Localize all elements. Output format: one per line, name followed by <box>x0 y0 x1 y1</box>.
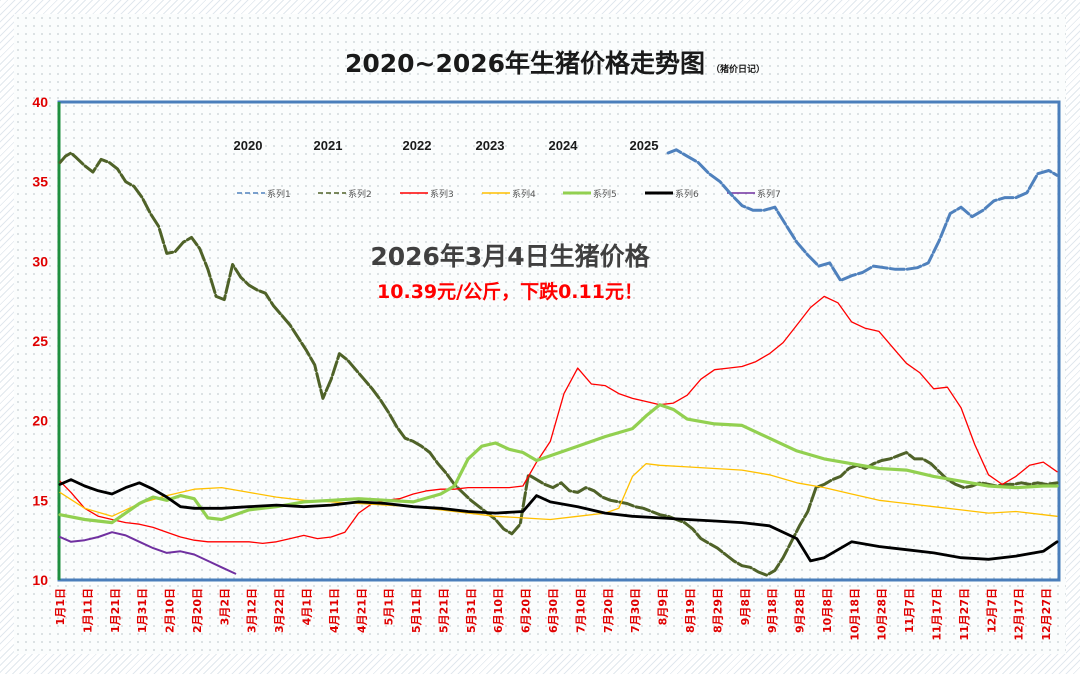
x-tick-label: 4月21日 <box>355 588 368 633</box>
x-tick-label: 10月28日 <box>876 588 889 641</box>
x-tick-label: 8月9日 <box>657 588 670 625</box>
x-tick-label: 3月12日 <box>246 588 259 633</box>
chart-panel <box>14 14 1066 654</box>
year-label: 2023 <box>476 138 505 153</box>
x-tick-label: 10月18日 <box>848 588 861 641</box>
x-tick-label: 6月10日 <box>492 588 505 633</box>
legend-label: 系列5 <box>593 188 617 200</box>
x-tick-label: 1月11日 <box>81 588 94 633</box>
x-tick-label: 4月11日 <box>328 588 341 633</box>
y-tick-label: 25 <box>32 333 48 349</box>
x-tick-label: 2月10日 <box>164 588 177 633</box>
y-tick-label: 20 <box>32 413 48 429</box>
x-tick-label: 12月7日 <box>985 588 998 633</box>
x-tick-label: 1月31日 <box>136 588 149 633</box>
x-tick-label: 1月1日 <box>54 588 67 625</box>
annotation-detail: 10.39元/公斤，下跌0.11元！ <box>377 280 643 303</box>
year-label: 2021 <box>314 138 343 153</box>
year-labels: 2020 2021 2022 2023 2024 2025 <box>234 138 659 153</box>
series-line <box>58 403 1059 525</box>
x-tick-label: 1月21日 <box>109 588 122 633</box>
y-tick-label: 30 <box>32 253 48 269</box>
x-tick-label: 2月20日 <box>191 588 204 633</box>
chart-title-main: 2020~2026年生猪价格走势图 <box>345 49 705 78</box>
x-tick-label: 3月2日 <box>218 588 231 625</box>
legend-label: 系列1 <box>267 188 291 200</box>
x-tick-label: 8月29日 <box>711 588 724 633</box>
x-tick-label: 12月17日 <box>1013 588 1026 641</box>
legend-label: 系列3 <box>430 188 454 200</box>
y-axis-ticks: 10 15 20 25 30 35 40 <box>32 94 48 588</box>
legend-label: 系列4 <box>512 188 536 200</box>
year-label: 2020 <box>234 138 263 153</box>
x-tick-label: 6月30日 <box>547 588 560 633</box>
x-tick-label: 10月8日 <box>821 588 834 633</box>
x-tick-label: 9月18日 <box>766 588 779 633</box>
year-label: 2025 <box>630 138 659 153</box>
x-tick-label: 7月30日 <box>629 588 642 633</box>
x-tick-label: 7月20日 <box>602 588 615 633</box>
series-lines <box>58 148 1059 577</box>
y-tick-label: 35 <box>32 174 48 190</box>
x-tick-label: 7月10日 <box>574 588 587 633</box>
x-tick-label: 5月1日 <box>383 588 396 625</box>
x-tick-label: 11月27日 <box>958 588 971 641</box>
x-tick-label: 6月20日 <box>520 588 533 633</box>
x-tick-label: 5月11日 <box>410 588 423 633</box>
x-tick-label: 5月21日 <box>437 588 450 633</box>
legend-label: 系列2 <box>348 188 372 200</box>
series-line <box>58 151 1059 577</box>
x-tick-label: 11月17日 <box>930 588 943 641</box>
x-tick-label: 11月7日 <box>903 588 916 633</box>
series-line <box>666 148 1059 282</box>
series-line <box>58 478 1059 563</box>
year-label: 2022 <box>403 138 432 153</box>
x-tick-label: 4月1日 <box>301 588 314 625</box>
chart-subtitle: （猪价日记） <box>711 63 765 75</box>
legend-label: 系列6 <box>675 188 699 200</box>
x-tick-label: 3月22日 <box>273 588 286 633</box>
chart-title: 2020~2026年生猪价格走势图 （猪价日记） <box>345 49 765 78</box>
series-line <box>59 463 1058 521</box>
x-tick-label: 9月28日 <box>794 588 807 633</box>
legend: 系列1 系列2 系列3 系列4 系列5 系列6 系列7 <box>237 188 781 200</box>
x-tick-label: 9月8日 <box>739 588 752 625</box>
y-tick-label: 10 <box>32 572 48 588</box>
x-tick-label: 12月27日 <box>1040 588 1053 641</box>
annotation-headline: 2026年3月4日生猪价格 <box>370 242 650 271</box>
x-tick-label: 5月31日 <box>465 588 478 633</box>
x-tick-label: 8月19日 <box>684 588 697 633</box>
series-line <box>59 295 1058 545</box>
x-axis-ticks: 1月1日 1月11日 1月21日 1月31日 2月10日 2月20日 3月2日 3月12日 3月… <box>54 588 1053 641</box>
year-label: 2024 <box>549 138 579 153</box>
series-line <box>59 531 237 575</box>
y-tick-label: 40 <box>32 94 48 110</box>
y-tick-label: 15 <box>32 492 48 508</box>
legend-label: 系列7 <box>757 188 781 200</box>
